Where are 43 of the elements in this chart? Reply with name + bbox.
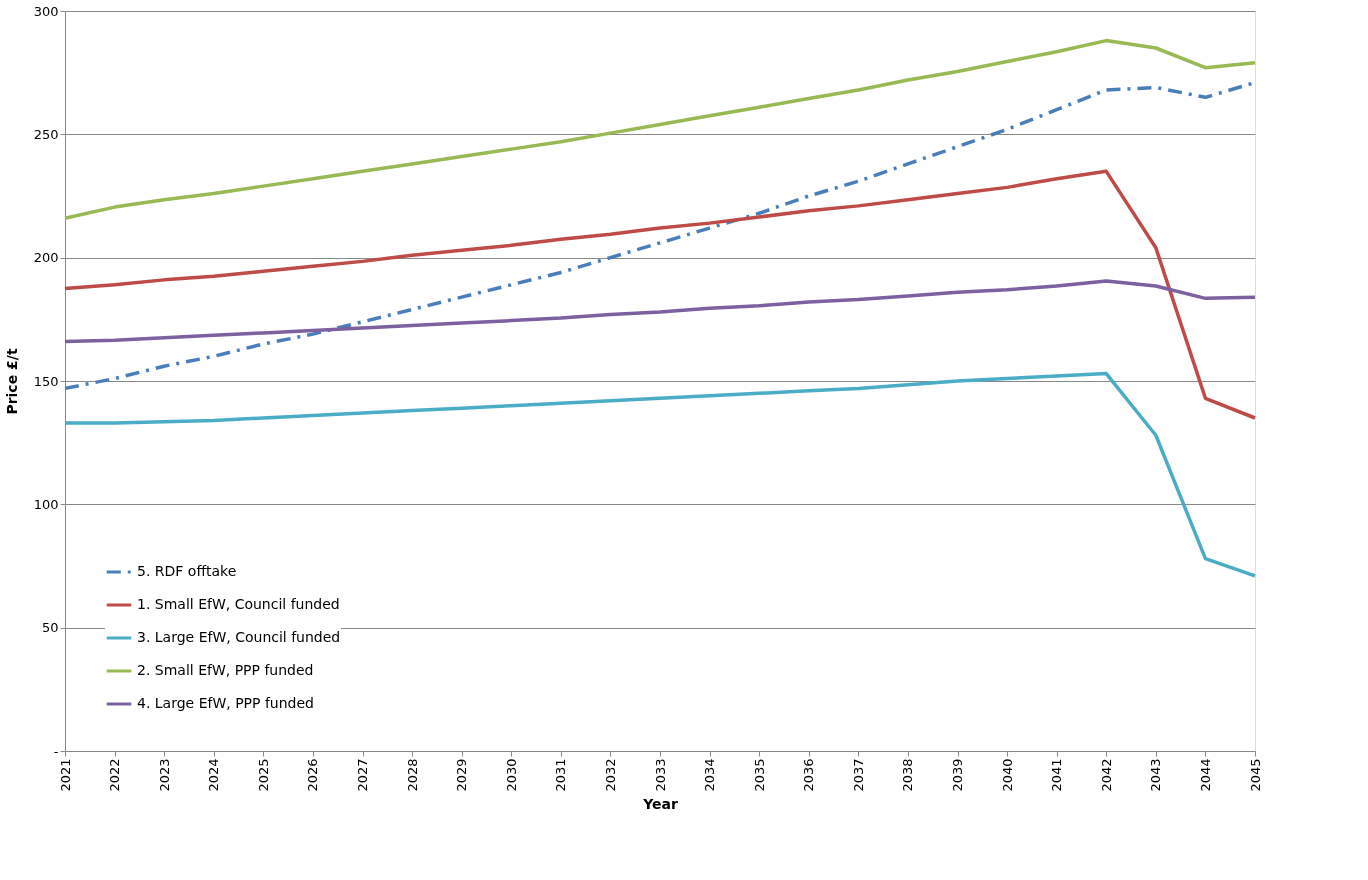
x-tick-label: 2045 xyxy=(1247,758,1263,792)
x-tick-label: 2044 xyxy=(1197,758,1213,792)
x-tick-label: 2034 xyxy=(702,758,718,792)
x-tick-label: 2039 xyxy=(950,758,965,792)
legend-label: 3. Large EfW, Council funded xyxy=(137,629,341,645)
x-tick-label: 2031 xyxy=(553,758,569,792)
x-tick-label: 2037 xyxy=(850,758,866,792)
y-tick-label: 300 xyxy=(33,3,59,19)
legend-label: 5. RDF offtake xyxy=(137,563,237,579)
y-tick-label: - xyxy=(53,743,59,759)
legend-label: 2. Small EfW, PPP funded xyxy=(137,662,314,678)
y-axis-title: Price £/t xyxy=(3,348,20,415)
x-tick-label: 2029 xyxy=(454,758,470,792)
line-series xyxy=(63,169,1257,420)
x-tick-label: 2025 xyxy=(255,758,271,792)
y-tick-label: 150 xyxy=(33,373,59,389)
legend-label: 1. Small EfW, Council funded xyxy=(137,596,340,612)
x-tick-label: 2032 xyxy=(602,758,618,792)
x-tick-label: 2027 xyxy=(355,758,370,792)
x-tick-label: 2042 xyxy=(1098,758,1114,792)
x-tick-label: 2024 xyxy=(206,758,222,792)
x-tick-label: 2041 xyxy=(1049,758,1065,792)
x-tick-label: 2036 xyxy=(801,758,817,792)
x-tick-label: 2030 xyxy=(503,758,519,792)
line-series xyxy=(63,371,1257,578)
y-tick-label: 50 xyxy=(41,620,59,636)
x-tick-label: 2033 xyxy=(652,758,668,792)
x-tick-label: 2022 xyxy=(107,758,123,792)
x-tick-label: 2028 xyxy=(404,758,420,792)
y-tick-label: 100 xyxy=(33,496,59,512)
x-tick-label: 2021 xyxy=(57,758,73,792)
line-series xyxy=(63,279,1257,344)
x-tick-label: 2043 xyxy=(1148,758,1164,792)
x-tick-label: 2038 xyxy=(900,758,916,792)
x-tick-label: 2026 xyxy=(305,758,321,792)
x-tick-label: 2035 xyxy=(751,758,767,792)
legend-label: 4. Large EfW, PPP funded xyxy=(137,695,315,711)
x-axis-title: Year xyxy=(642,795,678,812)
y-tick-label: 250 xyxy=(33,126,59,142)
x-tick-label: 2040 xyxy=(999,758,1015,792)
line-series xyxy=(63,38,1257,220)
y-tick-label: 200 xyxy=(33,250,59,266)
x-tick-label: 2023 xyxy=(156,758,172,792)
